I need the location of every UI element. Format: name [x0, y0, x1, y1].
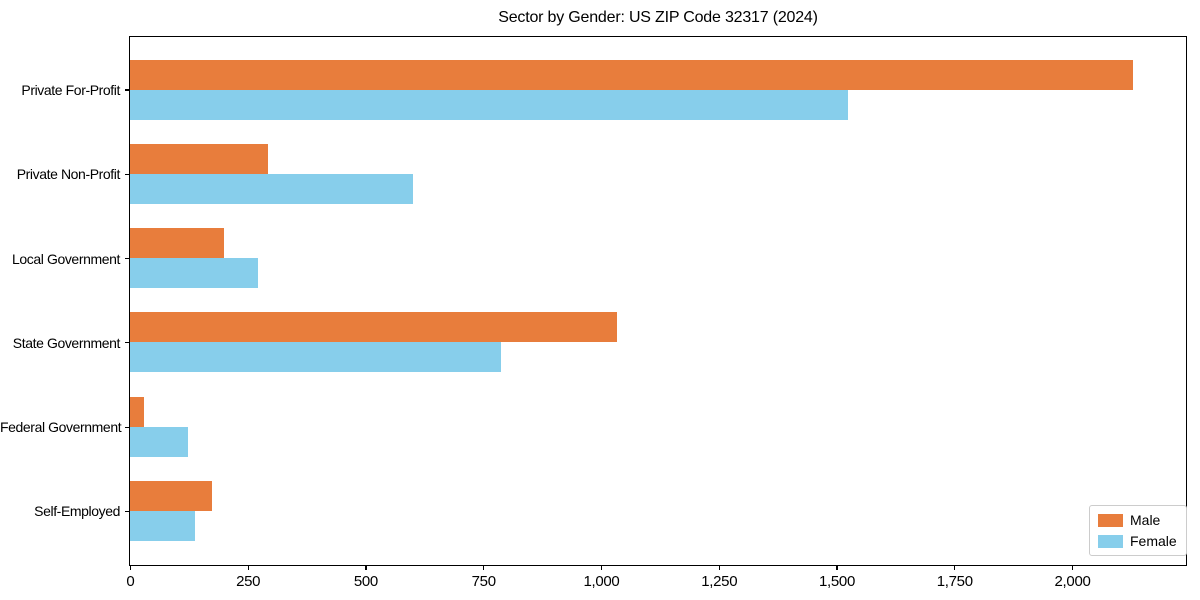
chart-title: Sector by Gender: US ZIP Code 32317 (202… [498, 9, 818, 26]
x-axis-tick-label: 1,000 [583, 573, 620, 590]
x-axis-tick-label: 500 [353, 573, 378, 590]
bar-female-private-non-profit [130, 173, 413, 204]
bar-female-self-employed [130, 511, 196, 541]
legend-label-female: Female [1130, 533, 1177, 549]
legend-item-female: Female [1098, 534, 1177, 548]
x-axis-tick [718, 566, 720, 570]
bar-female-federal-government [130, 426, 188, 457]
legend-label-male: Male [1130, 512, 1161, 528]
x-axis-tick-label: 1,500 [818, 573, 856, 590]
bar-male-local-government [130, 228, 225, 259]
y-axis-label-state-government: State Government [12, 334, 121, 351]
x-axis-tick-label: 0 [126, 573, 135, 590]
x-axis-tick-label: 2,000 [1054, 573, 1091, 590]
x-axis-tick-label: 250 [236, 573, 261, 590]
bar-female-local-government [130, 258, 258, 289]
y-axis-label-federal-government: Federal Government [0, 419, 122, 436]
y-axis-tick [124, 426, 129, 428]
y-axis-label-private-non-profit: Private Non-Profit [16, 166, 121, 183]
x-axis-tick-label: 1,250 [701, 573, 738, 590]
y-axis-tick [124, 89, 129, 91]
x-axis-tick-label: 750 [471, 573, 496, 590]
bar-female-private-for-profit [130, 89, 848, 120]
bar-female-state-government [130, 342, 502, 373]
bar-male-state-government [130, 312, 617, 343]
y-axis-label-self-employed: Self-Employed [34, 503, 120, 520]
y-axis-tick [124, 173, 129, 175]
x-axis-tick [365, 566, 367, 570]
x-axis-tick [1071, 566, 1074, 570]
bar-male-private-for-profit [130, 59, 1134, 90]
x-axis-tick [836, 566, 838, 570]
male-series-swatch [1098, 513, 1123, 527]
bar-male-federal-government [130, 396, 145, 427]
female-series-swatch [1098, 534, 1123, 548]
bar-male-private-non-profit [130, 143, 269, 174]
x-axis-tick [247, 566, 249, 570]
x-axis-tick [129, 566, 132, 570]
y-axis-tick [124, 510, 129, 513]
plot-area [129, 36, 1187, 566]
x-axis-tick-label: 1,750 [936, 573, 973, 590]
bar-male-self-employed [130, 481, 213, 511]
x-axis-tick [600, 566, 603, 570]
x-axis-tick [954, 566, 956, 570]
x-axis-tick [483, 566, 485, 570]
y-axis-tick [124, 257, 129, 260]
y-axis-label-local-government: Local Government [12, 250, 120, 267]
legend: Male Female [1089, 505, 1187, 556]
y-axis-tick [124, 342, 129, 344]
y-axis-label-private-for-profit: Private For-Profit [21, 81, 120, 98]
legend-item-male: Male [1098, 513, 1177, 527]
